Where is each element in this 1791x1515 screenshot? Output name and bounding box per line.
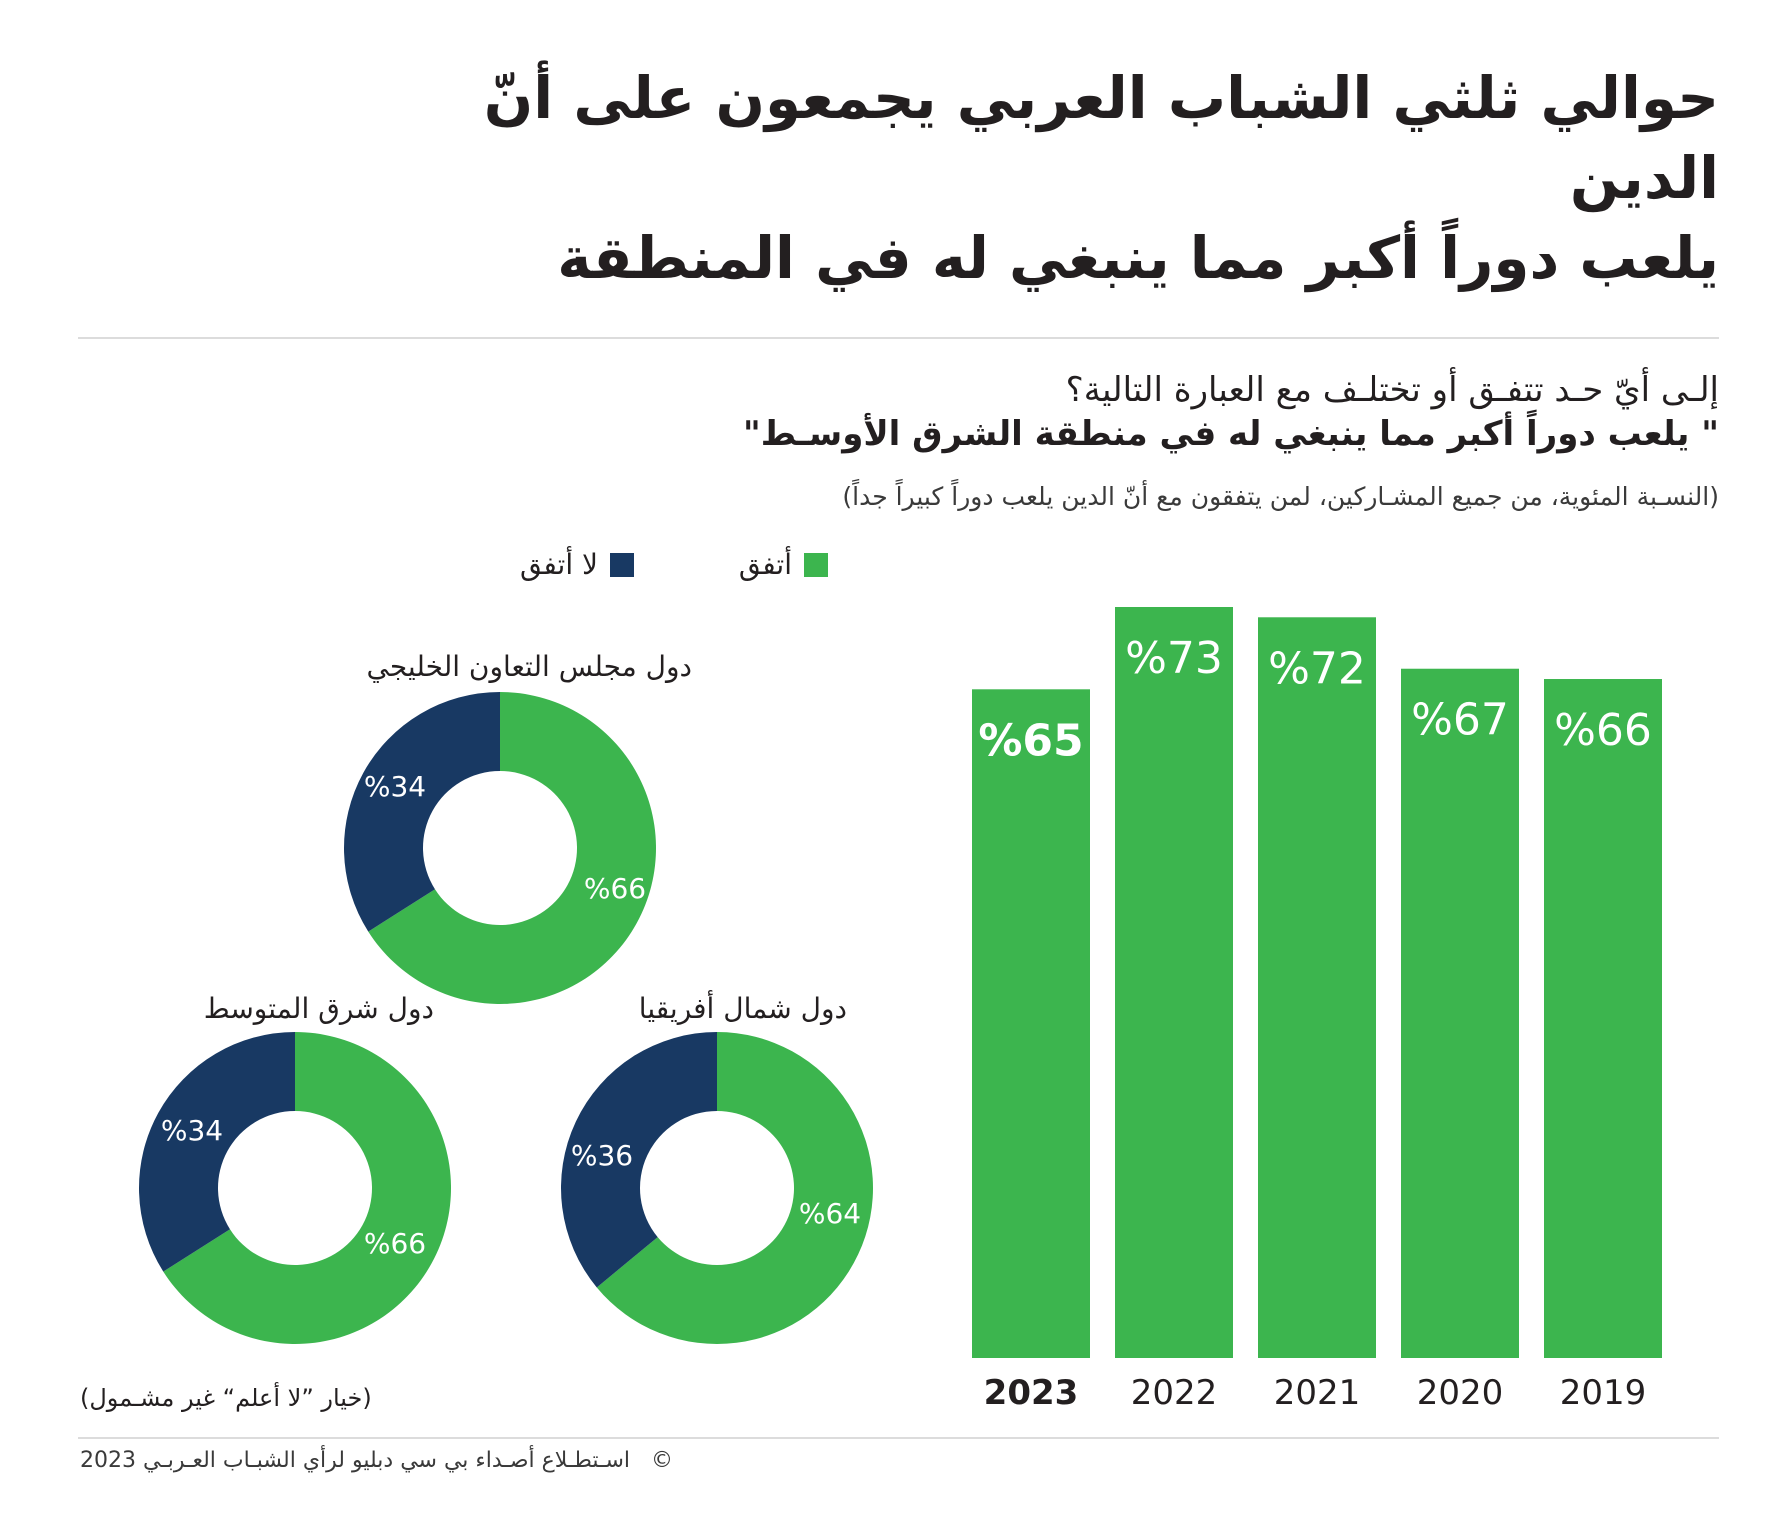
page-title: حوالي ثلثي الشباب العربي يجمعون على أنّ … [419, 58, 1719, 298]
donut-chart-north-africa: %64 %36 [561, 1032, 873, 1344]
bar-value-label-2020: %67 [1411, 695, 1509, 746]
donut-label-gcc-agree: %66 [584, 872, 646, 905]
bar-value-label-2022: %73 [1125, 633, 1223, 684]
donut-slice-gcc-agree [368, 692, 656, 1004]
bar-2023 [972, 689, 1090, 1358]
survey-subnote: (النسـبة المئوية، من جميع المشـاركين، لم… [842, 482, 1719, 511]
top-divider [78, 337, 1719, 339]
legend-agree-swatch [804, 552, 828, 577]
legend-disagree-label: لا أتفق [520, 548, 598, 581]
donut-slice-gcc-disagree [343, 692, 500, 932]
footer-text: اسـتطـلاع أصـداء بي سي دبليو لرأي الشبـا… [80, 1448, 631, 1473]
bar-value-label-2019: %66 [1554, 705, 1652, 756]
legend-agree: أتفق [739, 548, 828, 581]
donut-label-north-africa-agree: %64 [799, 1197, 861, 1230]
bar-2020 [1401, 668, 1519, 1358]
title-line-1: حوالي ثلثي الشباب العربي يجمعون على أنّ … [483, 64, 1719, 212]
legend-agree-label: أتفق [738, 548, 792, 581]
bar-value-label-2023: %65 [978, 715, 1083, 766]
legend-disagree-swatch [610, 552, 634, 577]
title-line-2: يلعب دوراً أكبر مما ينبغي له في المنطقة [557, 224, 1719, 292]
donut-title-levant: دول شرق المتوسط [203, 992, 434, 1025]
copyright-icon: © [651, 1448, 674, 1473]
donut-label-levant-agree: %66 [364, 1227, 426, 1260]
donut-title-north-africa: دول شمال أفريقيا [638, 992, 847, 1025]
bars-layer: %65 2023 %73 2022 %72 2021 %67 2020 %66 2019 [972, 607, 1662, 1413]
donut-slice-levant-disagree [138, 1032, 295, 1272]
x-tick-label-2023: 2023 [984, 1373, 1079, 1413]
bar-2022 [1115, 607, 1233, 1358]
x-tick-label-2020: 2020 [1417, 1373, 1504, 1413]
bar-2019 [1544, 679, 1662, 1358]
donut-slice-levant-agree [163, 1032, 451, 1344]
donut-label-gcc-disagree: %34 [364, 770, 426, 803]
bar-2021 [1258, 617, 1376, 1358]
donut-chart-levant: %66 %34 [138, 1032, 451, 1344]
survey-question: إلـى أيّ حـد تتفـق أو تختلـف مع العبارة … [1065, 370, 1719, 410]
donut-slice-north-africa-disagree [561, 1032, 717, 1288]
x-tick-label-2022: 2022 [1131, 1373, 1218, 1413]
x-tick-label-2021: 2021 [1274, 1373, 1361, 1413]
donut-label-levant-disagree: %34 [161, 1114, 223, 1147]
legend-disagree: لا أتفق [520, 548, 634, 581]
exclusion-note: (خيار ”لا أعلم“ غير مشـمول) [80, 1384, 372, 1412]
footer-source: © اسـتطـلاع أصـداء بي سي دبليو لرأي الشب… [80, 1448, 673, 1473]
donut-title-gcc: دول مجلس التعاون الخليجي [366, 650, 692, 683]
bar-value-label-2021: %72 [1268, 643, 1366, 694]
survey-statement: " يلعب دوراً أكبر مما ينبغي له في منطقة … [743, 414, 1719, 454]
donut-label-north-africa-disagree: %36 [571, 1139, 633, 1172]
footer-divider [78, 1437, 1719, 1439]
x-tick-label-2019: 2019 [1560, 1373, 1647, 1413]
donut-slice-north-africa-agree [596, 1032, 873, 1344]
donut-chart-gcc: %66 %34 [343, 692, 656, 1004]
